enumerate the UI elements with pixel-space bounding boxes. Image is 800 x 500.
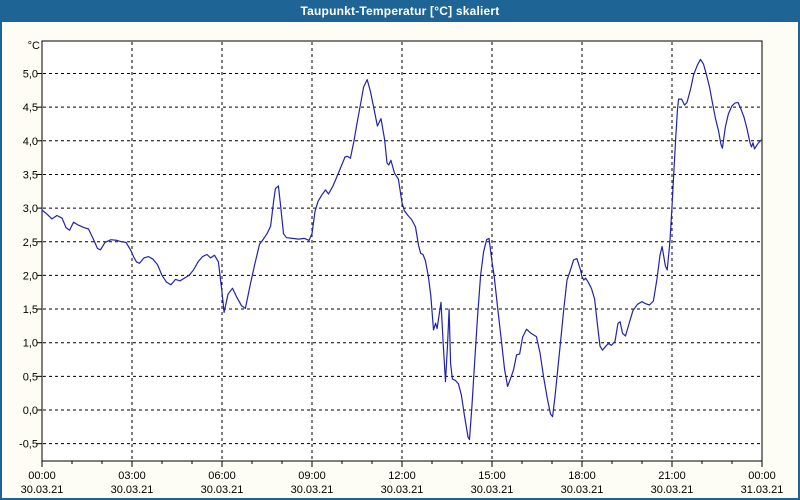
x-tick-time-label: 00:00 <box>748 470 776 482</box>
x-tick-time-label: 18:00 <box>568 470 596 482</box>
y-tick-label: 2,0 <box>23 270 38 282</box>
x-tick-date-label: 31.03.21 <box>741 484 784 496</box>
y-tick-label: 3,5 <box>23 169 38 181</box>
y-tick-label: 4,0 <box>23 136 38 148</box>
temperature-series <box>41 58 763 441</box>
x-tick-time-label: 09:00 <box>298 470 326 482</box>
chart: 5,0 4,5 4,0 3,5 3,0 2,5 2,0 1,5 1,0 0,5 0,0 -0,5 00:… <box>19 40 783 497</box>
x-tick-time-label: 15:00 <box>478 470 506 482</box>
x-tick-date-label: 30.03.21 <box>381 484 424 496</box>
y-tick-label: 3,0 <box>23 203 38 215</box>
y-tick-label: 5,0 <box>23 69 38 81</box>
y-tick-label: 0,0 <box>23 405 38 417</box>
x-tick-date-label: 30.03.21 <box>471 484 514 496</box>
x-tick-time-label: 12:00 <box>388 470 416 482</box>
y-tick-label: 1,5 <box>23 304 38 316</box>
axis-ticks <box>37 73 763 467</box>
x-tick-time-label: 21:00 <box>658 470 686 482</box>
axis-labels: 5,0 4,5 4,0 3,5 3,0 2,5 2,0 1,5 1,0 0,5 0,0 -0,5 00:… <box>19 69 783 497</box>
y-axis-unit-label: °C <box>28 40 40 52</box>
x-tick-date-label: 30.03.21 <box>561 484 604 496</box>
x-tick-time-label: 03:00 <box>118 470 146 482</box>
y-tick-label: -0,5 <box>19 439 38 451</box>
y-tick-label: 0,5 <box>23 371 38 383</box>
x-tick-date-label: 30.03.21 <box>111 484 154 496</box>
x-tick-time-label: 06:00 <box>208 470 236 482</box>
y-tick-label: 1,0 <box>23 338 38 350</box>
x-tick-date-label: 30.03.21 <box>21 484 64 496</box>
x-tick-date-label: 30.03.21 <box>201 484 244 496</box>
gridlines <box>43 42 761 460</box>
window-titlebar: Taupunkt-Temperatur [°C] skaliert <box>2 0 798 22</box>
window-title: Taupunkt-Temperatur [°C] skaliert <box>300 4 500 18</box>
x-tick-time-label: 00:00 <box>28 470 56 482</box>
x-tick-date-label: 30.03.21 <box>651 484 694 496</box>
y-tick-label: 4,5 <box>23 102 38 114</box>
y-tick-label: 2,5 <box>23 237 38 249</box>
temperature-line <box>41 58 763 441</box>
x-tick-date-label: 30.03.21 <box>291 484 334 496</box>
